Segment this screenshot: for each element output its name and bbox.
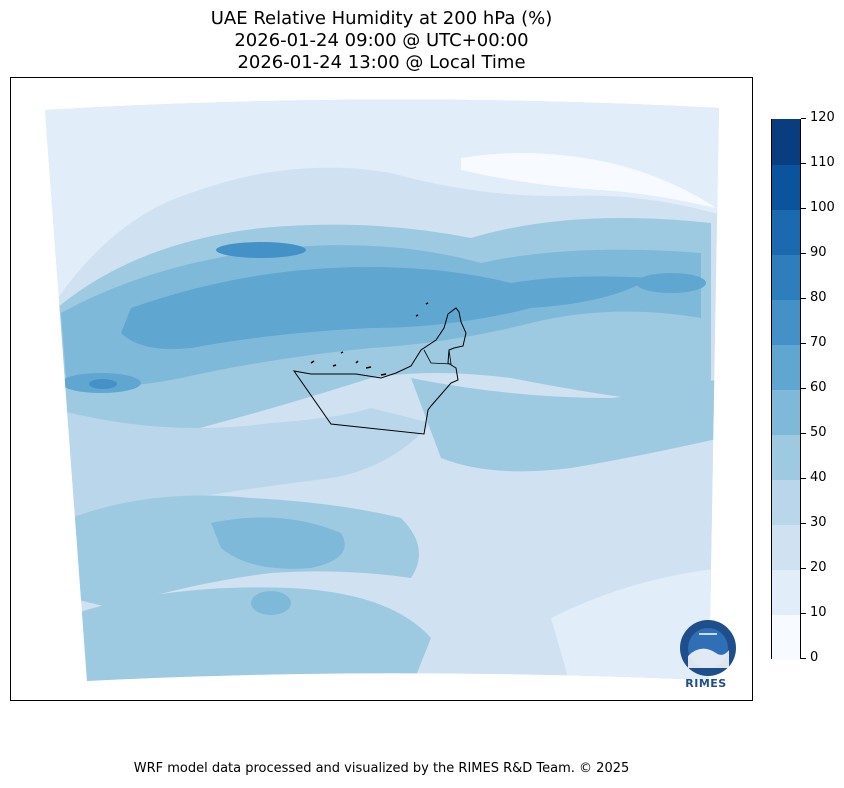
contour-moist-core	[216, 242, 306, 258]
footer-credit: WRF model data processed and visualized …	[133, 761, 630, 776]
colorbar-segment	[772, 209, 800, 255]
colorbar-tick-label: 30	[810, 515, 827, 530]
colorbar-tick	[801, 568, 806, 569]
colorbar-segment	[772, 164, 800, 210]
colorbar-tick	[801, 388, 806, 389]
colorbar-segment	[772, 344, 800, 390]
colorbar-tick-label: 40	[810, 470, 827, 485]
colorbar-tick-label: 0	[810, 650, 819, 665]
rimes-logo-text: RIMES	[685, 677, 727, 690]
colorbar-segment	[772, 524, 800, 570]
contour-south-patch	[251, 591, 291, 615]
map-panel: RIMES	[10, 77, 753, 701]
colorbar-tick-label: 60	[810, 380, 827, 395]
colorbar-segment	[772, 389, 800, 435]
colorbar-segment	[772, 299, 800, 345]
colorbar-tick	[801, 253, 806, 254]
contour-band-north	[45, 99, 719, 308]
colorbar-tick	[801, 298, 806, 299]
colorbar-tick-label: 90	[810, 245, 827, 260]
contour-moist-east	[636, 273, 706, 293]
local-time: 2026-01-24 13:00 @ Local Time	[237, 52, 526, 73]
contour-south-lower	[61, 587, 431, 681]
colorbar-tick-label: 10	[810, 605, 827, 620]
colorbar-segment	[772, 479, 800, 525]
contour-southeast-dry	[551, 568, 719, 681]
colorbar-tick-label: 100	[810, 200, 835, 215]
colorbar-tick	[801, 523, 806, 524]
uae-border	[292, 307, 467, 435]
colorbar-tick	[801, 163, 806, 164]
utc-time: 2026-01-24 09:00 @ UTC+00:00	[234, 30, 529, 51]
rimes-logo: RIMES	[671, 619, 741, 691]
colorbar-tick-label: 110	[810, 155, 835, 170]
colorbar-tick-label: 50	[810, 425, 827, 440]
map-title: UAE Relative Humidity at 200 hPa (%)	[210, 8, 553, 29]
colorbar-segment	[772, 614, 800, 660]
colorbar-segment	[772, 254, 800, 300]
colorbar-segment	[772, 119, 800, 165]
colorbar-tick	[801, 613, 806, 614]
colorbar-tick	[801, 478, 806, 479]
colorbar-tick-label: 120	[810, 110, 835, 125]
coastline-islands	[310, 302, 429, 376]
humidity-map	[45, 99, 736, 681]
colorbar-tick	[801, 343, 806, 344]
colorbar-tick-label: 20	[810, 560, 827, 575]
colorbar-tick	[801, 118, 806, 119]
colorbar-tick-label: 80	[810, 290, 827, 305]
colorbar-tick	[801, 658, 806, 659]
contour-very-dry	[461, 153, 716, 208]
contour-east-band	[411, 378, 719, 472]
colorbar-tick	[801, 433, 806, 434]
colorbar-segment	[772, 434, 800, 480]
contour-band-moist	[121, 267, 651, 349]
colorbar-tick-label: 70	[810, 335, 827, 350]
contour-south-core	[211, 517, 345, 569]
colorbar	[771, 119, 801, 660]
colorbar-tick	[801, 208, 806, 209]
rimes-logo-emblem	[680, 620, 736, 676]
uae-internal-border	[423, 349, 452, 365]
colorbar-segment	[772, 569, 800, 615]
